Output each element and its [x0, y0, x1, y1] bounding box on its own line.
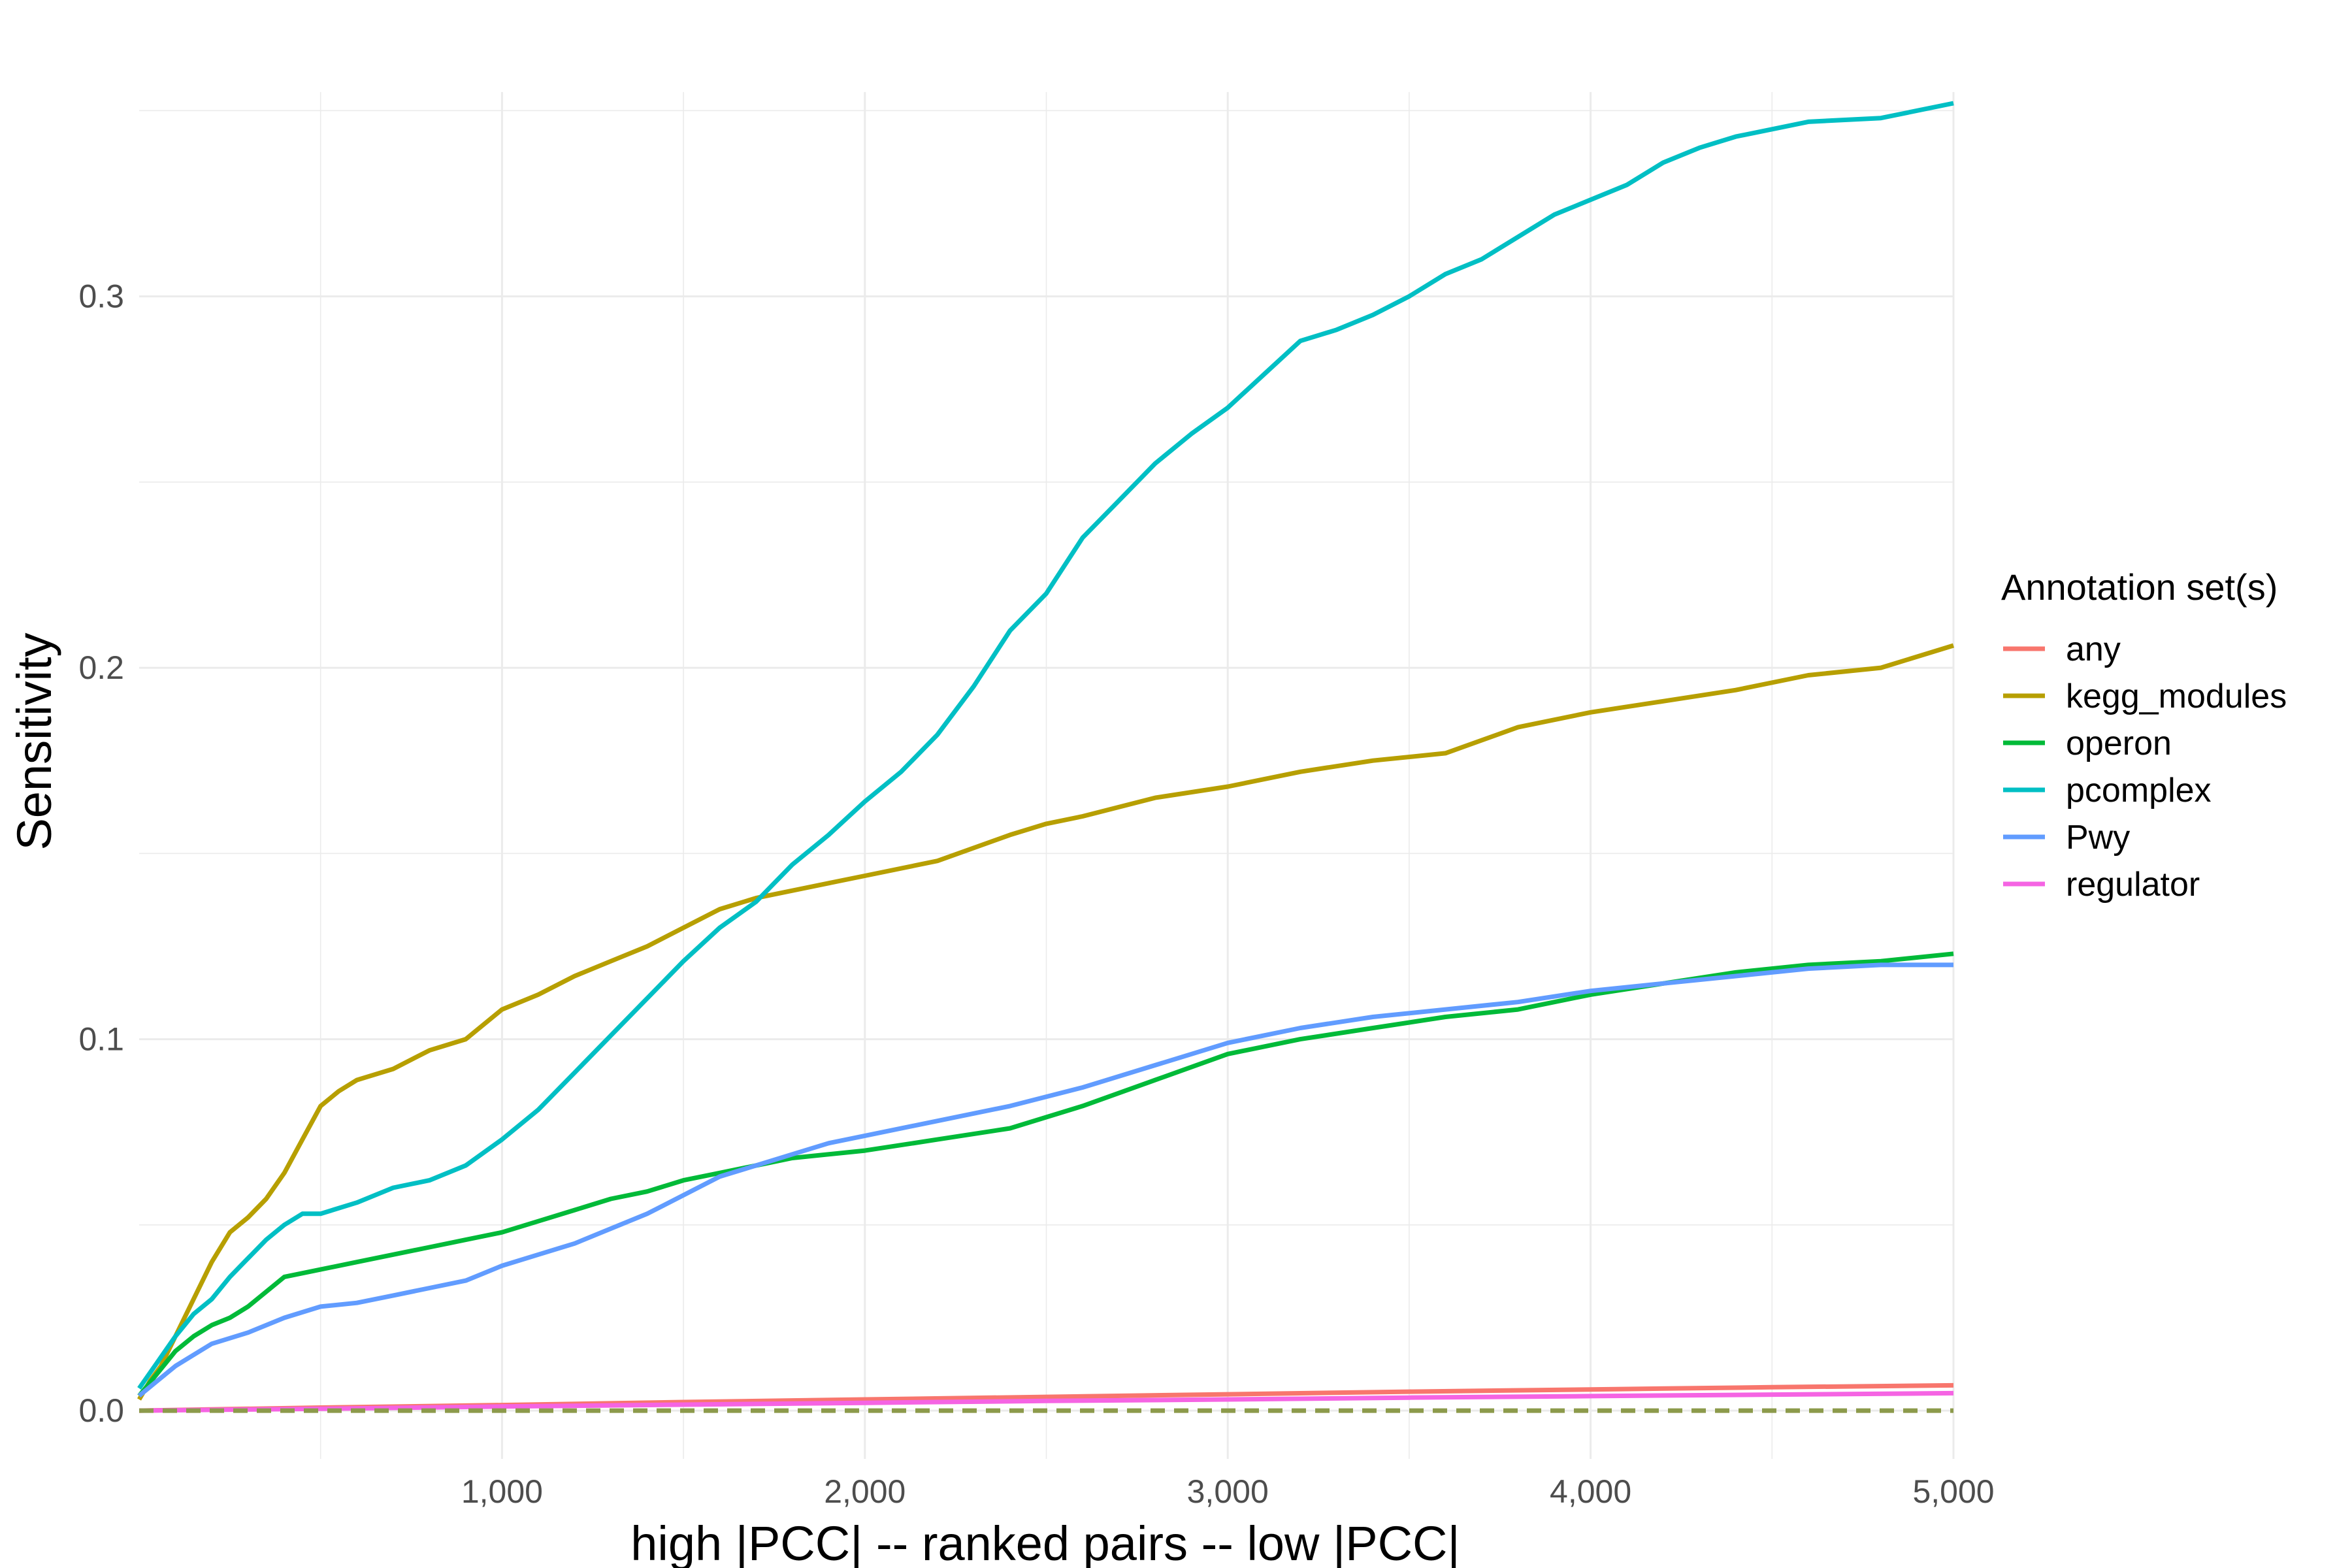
- series-line-kegg-modules: [137, 643, 1955, 1401]
- x-tick-label: 4,000: [1550, 1473, 1631, 1510]
- legend-title: Annotation set(s): [2001, 566, 2278, 608]
- x-axis-title: high |PCC| -- ranked pairs -- low |PCC|: [630, 1516, 1460, 1568]
- legend-label: operon: [2066, 725, 2172, 762]
- series-line-pwy: [137, 962, 1953, 1398]
- legend-item-kegg-modules: kegg_modules: [2003, 678, 2287, 715]
- legend-label: Pwy: [2066, 819, 2130, 857]
- y-tick-label: 0.3: [78, 278, 124, 315]
- legend-item-any: any: [2003, 630, 2121, 668]
- legend-item-pwy: Pwy: [2003, 819, 2130, 857]
- y-tick-label: 0.1: [78, 1021, 124, 1058]
- x-tick-label: 1,000: [461, 1473, 543, 1510]
- series-line-regulator: [139, 1390, 1954, 1413]
- series-line-operon: [137, 951, 1954, 1397]
- legend-item-pcomplex: pcomplex: [2003, 772, 2212, 809]
- series-line-pcomplex: [137, 101, 1954, 1390]
- y-axis-title: Sensitivity: [7, 632, 61, 850]
- legend-item-regulator: regulator: [2003, 866, 2200, 904]
- y-axis-ticks: 0.0 0.1 0.2 0.3: [78, 278, 124, 1429]
- grid-minor: [139, 91, 1953, 1459]
- legend-label: any: [2066, 630, 2121, 668]
- legend-label: pcomplex: [2066, 772, 2212, 809]
- legend-label: kegg_modules: [2066, 678, 2287, 715]
- legend-label: regulator: [2066, 866, 2200, 904]
- y-tick-label: 0.0: [78, 1392, 124, 1429]
- x-tick-label: 2,000: [824, 1473, 906, 1510]
- series-lines: [137, 101, 1955, 1413]
- x-tick-label: 5,000: [1912, 1473, 1994, 1510]
- x-axis-ticks: 1,000 2,000 3,000 4,000 5,000: [461, 1473, 1995, 1510]
- legend-item-operon: operon: [2003, 725, 2172, 762]
- y-tick-label: 0.2: [78, 649, 124, 686]
- x-tick-label: 3,000: [1187, 1473, 1269, 1510]
